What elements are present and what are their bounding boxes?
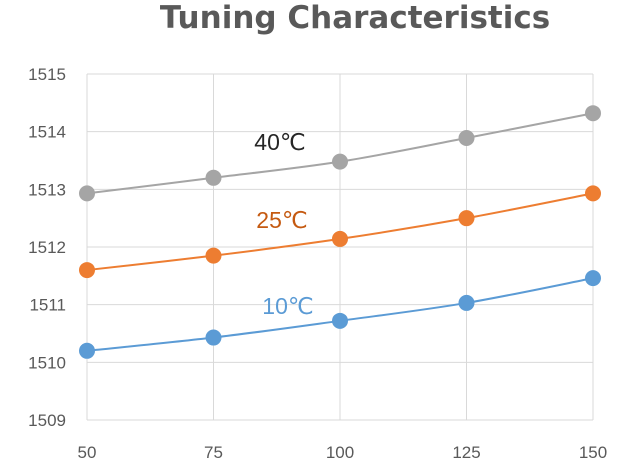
data-point-10c <box>205 329 222 346</box>
series-label-25c: 25℃ <box>256 207 307 233</box>
y-tick-label: 1515 <box>28 65 66 84</box>
series-25c <box>79 185 601 279</box>
data-point-40c <box>79 185 95 202</box>
axis-ticks: 1509 1510 1511 1512 1513 1514 1515 50 75 100 125 15… <box>28 65 607 462</box>
y-tick-label: 1514 <box>28 123 66 142</box>
series-10c <box>79 270 601 359</box>
chart-title: Tuning Characteristics <box>160 0 550 36</box>
data-point-40c <box>332 153 348 170</box>
data-point-40c <box>205 169 222 186</box>
data-point-10c <box>332 312 348 329</box>
data-point-10c <box>79 342 95 359</box>
x-tick-label: 50 <box>78 443 97 462</box>
data-point-10c <box>585 270 601 287</box>
data-point-25c <box>458 210 475 227</box>
data-point-10c <box>458 294 475 311</box>
data-point-40c <box>458 130 475 147</box>
x-tick-label: 125 <box>452 443 480 462</box>
series-label-10c: 10℃ <box>262 293 313 319</box>
y-tick-label: 1511 <box>29 296 66 315</box>
series-labels: 40℃ 25℃ 10℃ <box>254 129 313 319</box>
x-tick-label: 75 <box>204 443 223 462</box>
y-tick-label: 1512 <box>28 238 66 257</box>
data-point-25c <box>585 185 601 202</box>
series-group <box>79 105 601 359</box>
data-point-25c <box>79 262 95 279</box>
y-tick-label: 1513 <box>28 180 66 199</box>
x-tick-label: 150 <box>579 443 607 462</box>
series-40c <box>79 105 601 202</box>
series-label-40c: 40℃ <box>254 129 305 155</box>
y-tick-label: 1510 <box>28 353 66 372</box>
grid <box>86 73 594 421</box>
data-point-25c <box>205 247 222 264</box>
data-point-40c <box>585 105 601 122</box>
y-tick-label: 1509 <box>28 411 66 430</box>
x-tick-label: 100 <box>326 443 354 462</box>
data-point-25c <box>332 230 348 247</box>
